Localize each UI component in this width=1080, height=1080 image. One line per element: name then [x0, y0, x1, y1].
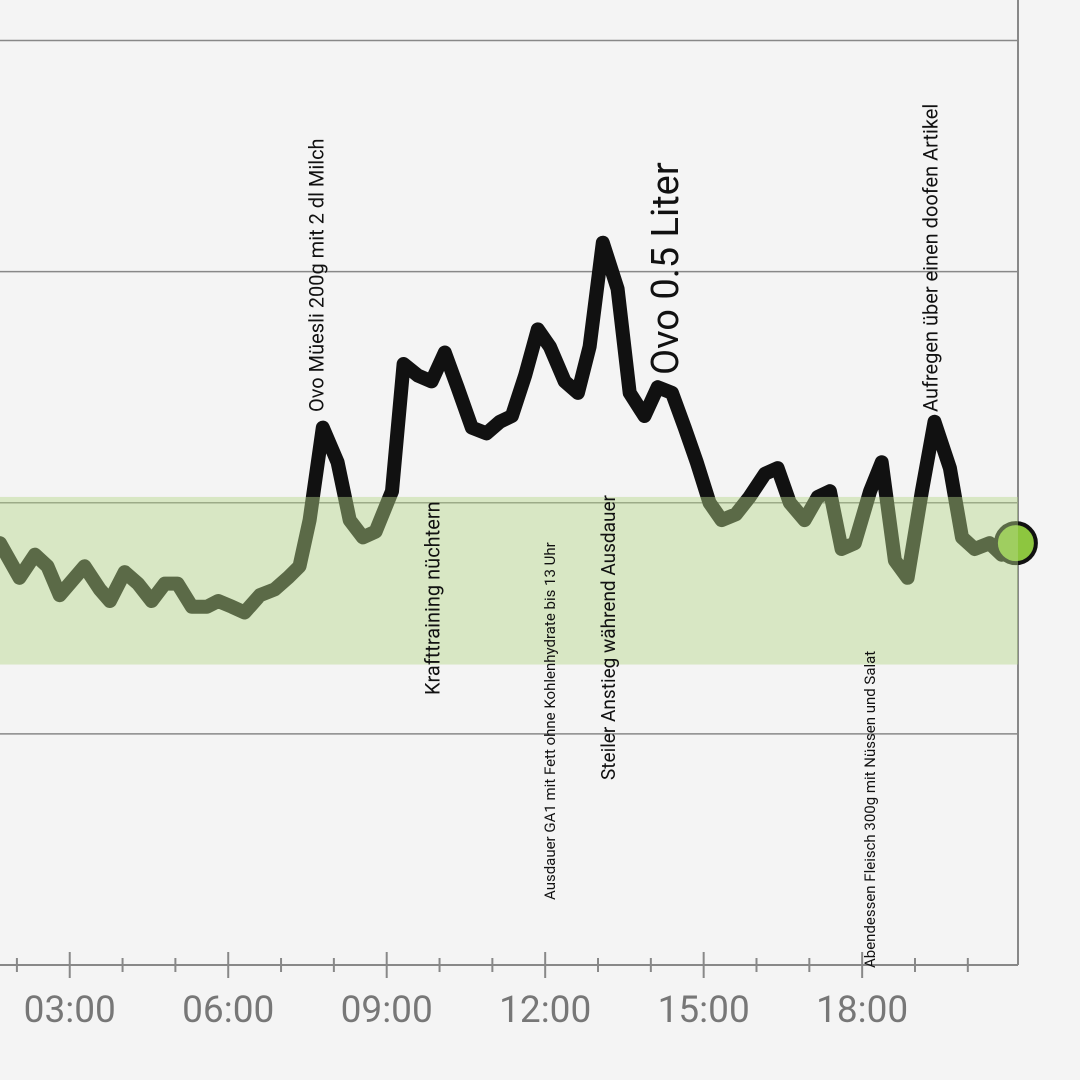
annotation: Abendessen Fleisch 300g mit Nüssen und S…	[861, 651, 879, 968]
annotation: Steiler Anstieg während Ausdauer	[597, 494, 620, 780]
glucose-line	[0, 235, 1023, 620]
target-range	[0, 496, 1018, 665]
x-tick-label: 06:00	[182, 989, 274, 1032]
annotation: Ovo Müesli 200g mit 2 dl Milch	[304, 138, 328, 412]
x-tick-label: 09:00	[341, 989, 433, 1032]
x-tick-label: 12:00	[499, 989, 591, 1032]
x-tick-label: 15:00	[658, 989, 750, 1032]
x-tick-label: 18:00	[816, 989, 908, 1032]
annotation: Aufregen über einen doofen Artikel	[918, 104, 942, 412]
annotation: Ovo 0.5 Liter	[644, 162, 688, 375]
x-tick-label: 03:00	[24, 989, 116, 1032]
annotation: Ausdauer GA1 mit Fett ohne Kohlenhydrate…	[541, 542, 559, 900]
current-value-marker	[993, 521, 1038, 566]
annotation: Krafttraining nüchtern	[420, 501, 444, 695]
